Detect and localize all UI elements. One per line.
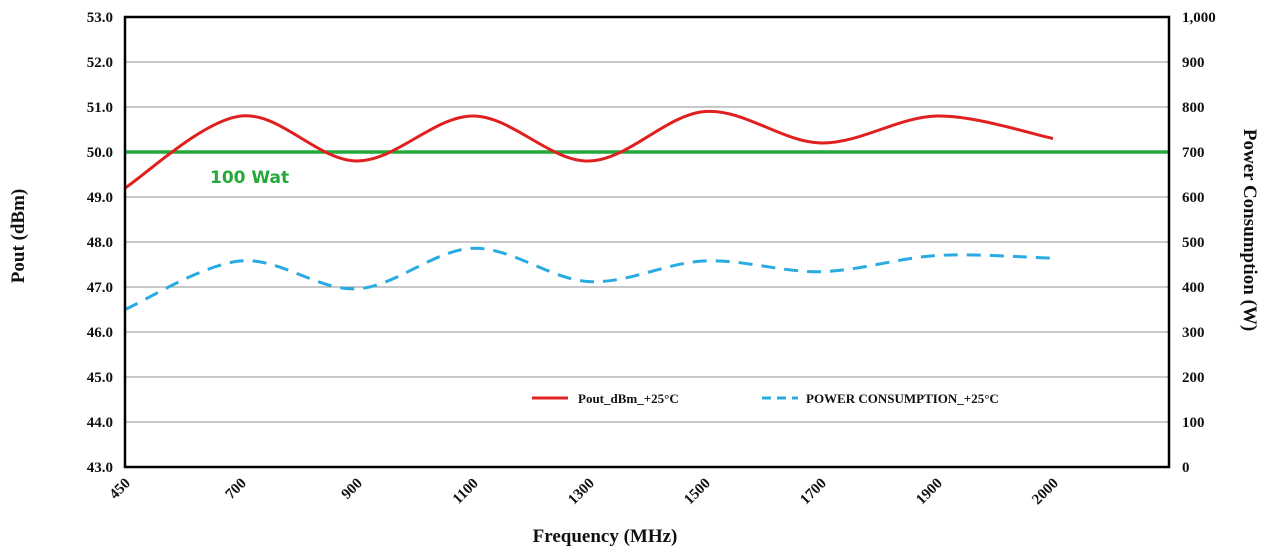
y-axis-right-title: Power Consumption (W) <box>1239 129 1260 331</box>
legend: Pout_dBm_+25°C POWER CONSUMPTION_+25°C <box>532 391 999 406</box>
y-axis-left-title: Pout (dBm) <box>8 189 29 283</box>
y-left-tick-label: 48.0 <box>87 235 113 251</box>
y-left-tick-label: 53.0 <box>87 10 113 26</box>
y-left-tick-label: 43.0 <box>87 460 113 476</box>
y-right-tick-label: 100 <box>1182 415 1205 431</box>
y-left-tick-label: 44.0 <box>87 415 113 431</box>
x-tick-label: 1100 <box>450 476 482 508</box>
y-right-tick-label: 1,000 <box>1182 10 1216 26</box>
y-right-tick-label: 900 <box>1182 55 1205 71</box>
series-line-pout <box>124 109 1054 190</box>
x-tick-label: 700 <box>223 476 250 503</box>
x-tick-label: 2000 <box>1029 476 1062 509</box>
y-left-tick-label: 47.0 <box>87 280 113 296</box>
y-left-tick-labels: 43.0 44.0 45.0 46.0 47.0 48.0 49.0 50.0 51.0 52.0… <box>87 10 113 476</box>
y-left-tick-label: 50.0 <box>87 145 113 161</box>
legend-label-pout: Pout_dBm_+25°C <box>578 391 679 406</box>
x-tick-labels: 450 700 900 1100 1300 1500 1700 1900 2000 <box>107 476 1062 509</box>
y-right-tick-label: 800 <box>1182 100 1205 116</box>
reference-line-label: 100 Wat <box>210 168 289 188</box>
y-right-tick-labels: 0 100 200 300 400 500 600 700 800 900 1,000 <box>1182 10 1216 476</box>
x-axis-title: Frequency (MHz) <box>533 526 678 546</box>
series-group <box>124 109 1054 311</box>
x-tick-label: 1900 <box>913 476 946 509</box>
x-tick-label: 1700 <box>797 476 830 509</box>
series-line-power-consumption <box>124 246 1054 311</box>
y-right-tick-label: 200 <box>1182 370 1205 386</box>
y-right-tick-label: 500 <box>1182 235 1205 251</box>
x-tick-label: 450 <box>107 476 134 503</box>
y-right-tick-label: 300 <box>1182 325 1205 341</box>
y-left-tick-label: 51.0 <box>87 100 113 116</box>
x-tick-label: 1300 <box>565 476 598 509</box>
y-right-tick-label: 400 <box>1182 280 1205 296</box>
y-left-tick-label: 52.0 <box>87 55 113 71</box>
x-tick-label: 1500 <box>681 476 714 509</box>
plot-frame <box>123 15 1171 469</box>
y-right-tick-label: 600 <box>1182 190 1205 206</box>
y-left-tick-label: 45.0 <box>87 370 113 386</box>
y-left-tick-label: 49.0 <box>87 190 113 206</box>
y-right-tick-label: 0 <box>1182 460 1190 476</box>
gridlines <box>125 61 1169 423</box>
y-left-tick-label: 46.0 <box>87 325 113 341</box>
x-tick-label: 900 <box>339 476 366 503</box>
y-right-tick-label: 700 <box>1182 145 1205 161</box>
legend-label-power-consumption: POWER CONSUMPTION_+25°C <box>806 391 999 406</box>
